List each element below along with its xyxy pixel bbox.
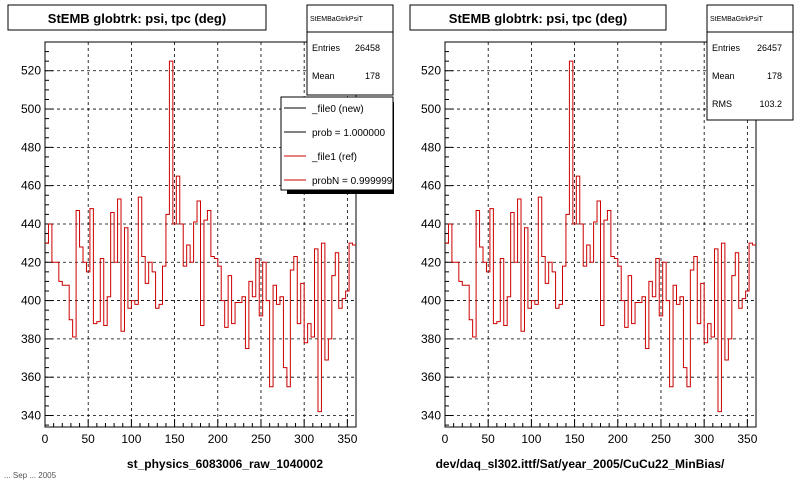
y-tick-label: 480 [421, 140, 441, 154]
x-tick-label: 0 [42, 432, 49, 446]
y-tick-label: 400 [421, 294, 441, 308]
title-box [7, 4, 267, 31]
y-tick-label: 440 [21, 217, 41, 231]
x-tick-label: 200 [608, 432, 628, 446]
y-tick-label: 340 [21, 409, 41, 423]
histogram-panel-new: 0 50 100 150 200 250 300 350 340 360 380 400 420 440 4… [7, 4, 394, 471]
y-tick-label: 500 [421, 102, 441, 116]
chart-title: StEMB globtrk: psi, tpc (deg) [449, 11, 627, 26]
x-axis-label: st_physics_6083006_raw_1040002 [127, 457, 323, 471]
stats-box: StEMBaGtrkPsiT Entries 26457 Mean 178 RM… [706, 4, 794, 121]
axis-ticks [44, 51, 348, 427]
y-tick-label: 520 [421, 64, 441, 78]
x-axis-label: dev/daq_sl302.ittf/Sat/year_2005/CuCu22_… [436, 457, 725, 471]
legend-label-new: _file0 (new) [311, 104, 364, 115]
y-tick-label: 480 [21, 140, 41, 154]
stats-box: StEMBaGtrkPsiT Entries 26458 Mean 178 [306, 4, 394, 96]
legend: _file0 (new) prob = 1.000000 _file1 (ref… [280, 96, 394, 194]
y-tick-label: 400 [21, 294, 41, 308]
stats-rms-value: 103.2 [759, 99, 782, 109]
tick-labels: 0 50 100 150 200 250 300 350 340 360 380 400 420 440 4… [21, 64, 358, 446]
footer-text: ... Sep ... 2005 [4, 471, 57, 480]
x-tick-label: 300 [294, 432, 314, 446]
title-box [409, 4, 667, 31]
x-tick-label: 100 [521, 432, 541, 446]
stats-name: StEMBaGtrkPsiT [310, 16, 364, 23]
histogram-line-ref [45, 60, 356, 413]
y-tick-label: 360 [421, 370, 441, 384]
x-tick-label: 250 [251, 432, 271, 446]
stats-mean-value: 178 [365, 71, 380, 81]
y-tick-label: 420 [421, 255, 441, 269]
x-tick-label: 150 [565, 432, 585, 446]
x-tick-label: 350 [737, 432, 757, 446]
y-tick-label: 360 [21, 370, 41, 384]
axis-ticks [444, 51, 748, 427]
x-tick-label: 150 [165, 432, 185, 446]
stats-entries-value: 26458 [355, 43, 380, 53]
stats-mean-label: Mean [312, 71, 335, 81]
stats-entries-label: Entries [312, 43, 341, 53]
stats-mean-value: 178 [767, 71, 782, 81]
y-tick-label: 460 [21, 179, 41, 193]
y-tick-label: 380 [21, 332, 41, 346]
histogram-panel-ref: 0 50 100 150 200 250 300 350 340 360 380 400 420 440 4… [409, 4, 794, 471]
y-tick-label: 380 [421, 332, 441, 346]
y-tick-label: 520 [21, 64, 41, 78]
stats-name: StEMBaGtrkPsiT [710, 16, 764, 23]
legend-label-prob: prob = 1.000000 [312, 128, 386, 139]
x-tick-label: 350 [337, 432, 357, 446]
x-tick-label: 0 [442, 432, 449, 446]
x-tick-label: 50 [82, 432, 96, 446]
legend-label-ref: _file1 (ref) [311, 152, 357, 163]
stats-mean-label: Mean [712, 71, 735, 81]
legend-label-probn: probN = 0.999999 [312, 176, 393, 187]
chart-title: StEMB globtrk: psi, tpc (deg) [48, 11, 226, 26]
y-tick-label: 340 [421, 409, 441, 423]
histogram-line-ref [445, 60, 756, 413]
x-tick-label: 300 [694, 432, 714, 446]
y-tick-label: 500 [21, 102, 41, 116]
x-tick-label: 50 [482, 432, 496, 446]
y-tick-label: 460 [421, 179, 441, 193]
x-tick-label: 250 [651, 432, 671, 446]
tick-labels: 0 50 100 150 200 250 300 350 340 360 380 400 420 440 4… [421, 64, 758, 446]
y-tick-label: 440 [421, 217, 441, 231]
y-tick-label: 420 [21, 255, 41, 269]
x-tick-label: 200 [208, 432, 228, 446]
stats-rms-label: RMS [712, 99, 732, 109]
stats-entries-value: 26457 [757, 43, 782, 53]
x-tick-label: 100 [121, 432, 141, 446]
stats-entries-label: Entries [712, 43, 741, 53]
